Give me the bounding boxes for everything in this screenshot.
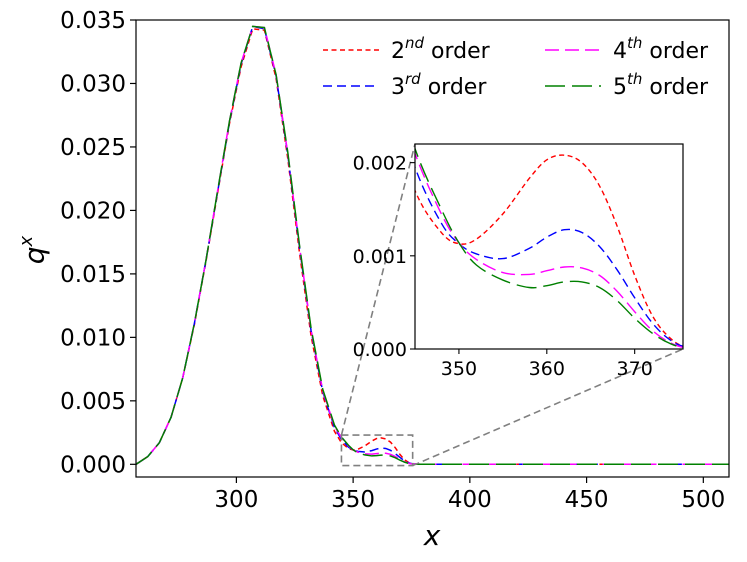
x-tick-label-300: 300 — [214, 487, 258, 513]
y-axis-label: qx — [16, 235, 51, 264]
main-plot-frame — [135, 19, 730, 478]
y-tick-label-0.015: 0.015 — [60, 262, 126, 288]
main-x-axis: 300 350 400 450 500 — [214, 477, 725, 513]
inset-x-tick-label-350: 350 — [441, 358, 477, 380]
x-tick-label-400: 400 — [448, 487, 492, 513]
zoom-connector-upper — [340, 143, 416, 436]
x-tick-label-350: 350 — [331, 487, 375, 513]
y-tick-label-0.010: 0.010 — [60, 325, 126, 351]
zoom-connector-lower — [412, 348, 684, 467]
legend: 2nd order 4th order 3rd order 5th order — [323, 34, 709, 100]
y-tick-label-0.000: 0.000 — [60, 452, 126, 478]
x-axis-label: x — [423, 519, 441, 552]
x-tick-label-500: 500 — [681, 487, 725, 513]
inset-x-tick-label-370: 370 — [617, 358, 653, 380]
inset-series-line-3 — [415, 151, 683, 349]
y-tick-label-0.020: 0.020 — [60, 198, 126, 224]
inset-series-layer — [415, 146, 683, 349]
main-y-axis: 0.000 0.005 0.010 0.015 0.020 0.025 0.030 0.035 — [60, 8, 136, 478]
series-line-4 — [136, 25, 729, 466]
legend-label-4: 5th order — [613, 70, 709, 100]
y-tick-label-0.035: 0.035 — [60, 8, 126, 34]
inset-y-tick-label-0.002: 0.002 — [353, 153, 407, 175]
legend-label-3: 4th order — [613, 34, 709, 64]
inset-x-tick-label-360: 360 — [529, 358, 565, 380]
inset-background — [415, 144, 683, 349]
y-tick-label-0.025: 0.025 — [60, 135, 126, 161]
y-tick-label-0.005: 0.005 — [60, 389, 126, 415]
inset-y-tick-label-0.000: 0.000 — [353, 339, 407, 361]
inset-plot-frame — [414, 143, 684, 350]
inset-y-tick-label-0.001: 0.001 — [353, 246, 407, 268]
y-tick-label-0.030: 0.030 — [60, 71, 126, 97]
inset-series-line-2 — [415, 165, 683, 347]
inset-y-axis: 0.000 0.001 0.002 — [353, 153, 415, 361]
x-tick-label-450: 450 — [565, 487, 609, 513]
inset-x-axis: 350 360 370 — [441, 349, 653, 380]
inset-series-line-4 — [415, 146, 683, 349]
legend-label-1: 2nd order — [391, 34, 491, 64]
zoom-region-box — [340, 434, 414, 467]
zoom-box-layer — [340, 143, 684, 467]
legend-label-2: 3rd order — [391, 70, 487, 100]
